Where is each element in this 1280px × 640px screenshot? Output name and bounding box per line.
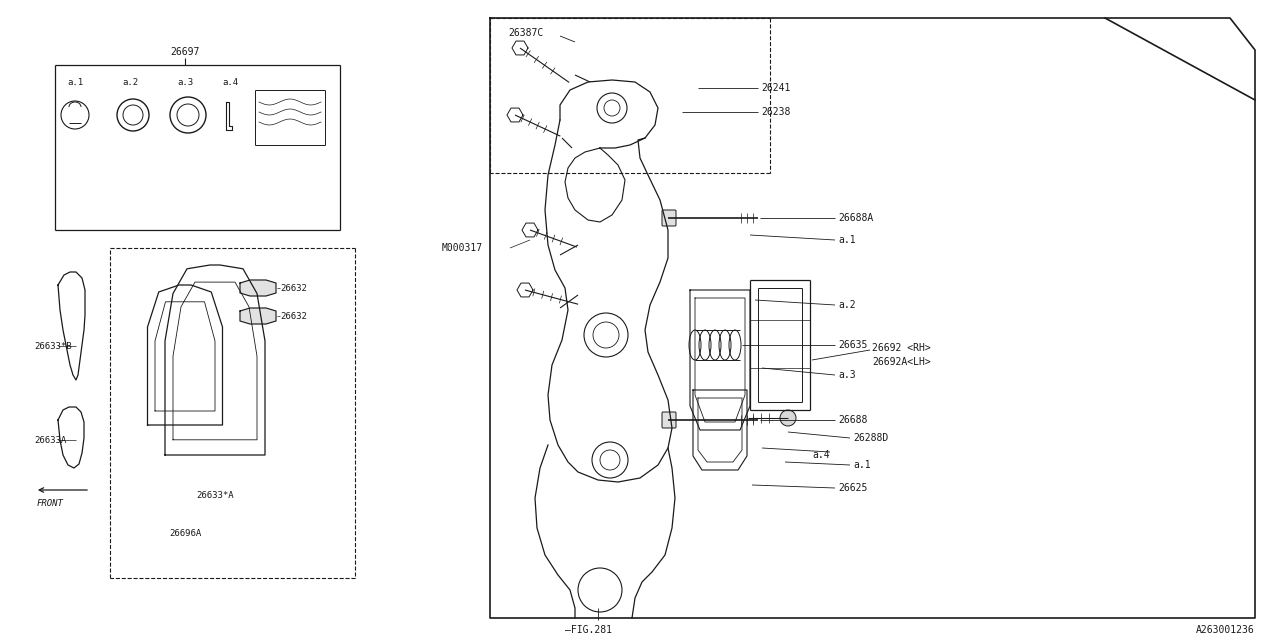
FancyBboxPatch shape (662, 412, 676, 428)
Text: M000317: M000317 (442, 243, 483, 253)
Text: a.2: a.2 (838, 300, 855, 310)
Text: 26688: 26688 (838, 415, 868, 425)
FancyBboxPatch shape (662, 210, 676, 226)
Text: 26625: 26625 (838, 483, 868, 493)
Text: a.1: a.1 (838, 235, 855, 245)
Text: FRONT: FRONT (37, 499, 64, 508)
Text: a.4: a.4 (221, 77, 238, 86)
Text: 26241: 26241 (762, 83, 790, 93)
Text: a.3: a.3 (838, 370, 855, 380)
Text: a.4: a.4 (812, 450, 829, 460)
Text: —FIG.281: —FIG.281 (564, 625, 612, 635)
Text: 26692A<LH>: 26692A<LH> (872, 357, 931, 367)
Text: a.1: a.1 (852, 460, 870, 470)
Circle shape (780, 410, 796, 426)
Text: 26288D: 26288D (852, 433, 888, 443)
Text: 26387C: 26387C (508, 28, 543, 38)
Text: 26635: 26635 (838, 340, 868, 350)
Text: 26632: 26632 (280, 284, 307, 292)
Text: A263001236: A263001236 (1197, 625, 1254, 635)
Text: 26696A: 26696A (169, 529, 201, 538)
Text: 26632: 26632 (280, 312, 307, 321)
Text: 26697: 26697 (170, 47, 200, 57)
Text: 26688A: 26688A (838, 213, 873, 223)
Text: 26633*B: 26633*B (35, 342, 72, 351)
Text: 26633*A: 26633*A (196, 490, 234, 499)
Text: 26692 <RH>: 26692 <RH> (872, 343, 931, 353)
Text: a.1: a.1 (67, 77, 83, 86)
Text: 26238: 26238 (762, 107, 790, 117)
Text: a.2: a.2 (122, 77, 138, 86)
Polygon shape (241, 308, 276, 324)
Text: 26633A: 26633A (35, 435, 67, 445)
Text: a.3: a.3 (177, 77, 193, 86)
Polygon shape (241, 280, 276, 296)
